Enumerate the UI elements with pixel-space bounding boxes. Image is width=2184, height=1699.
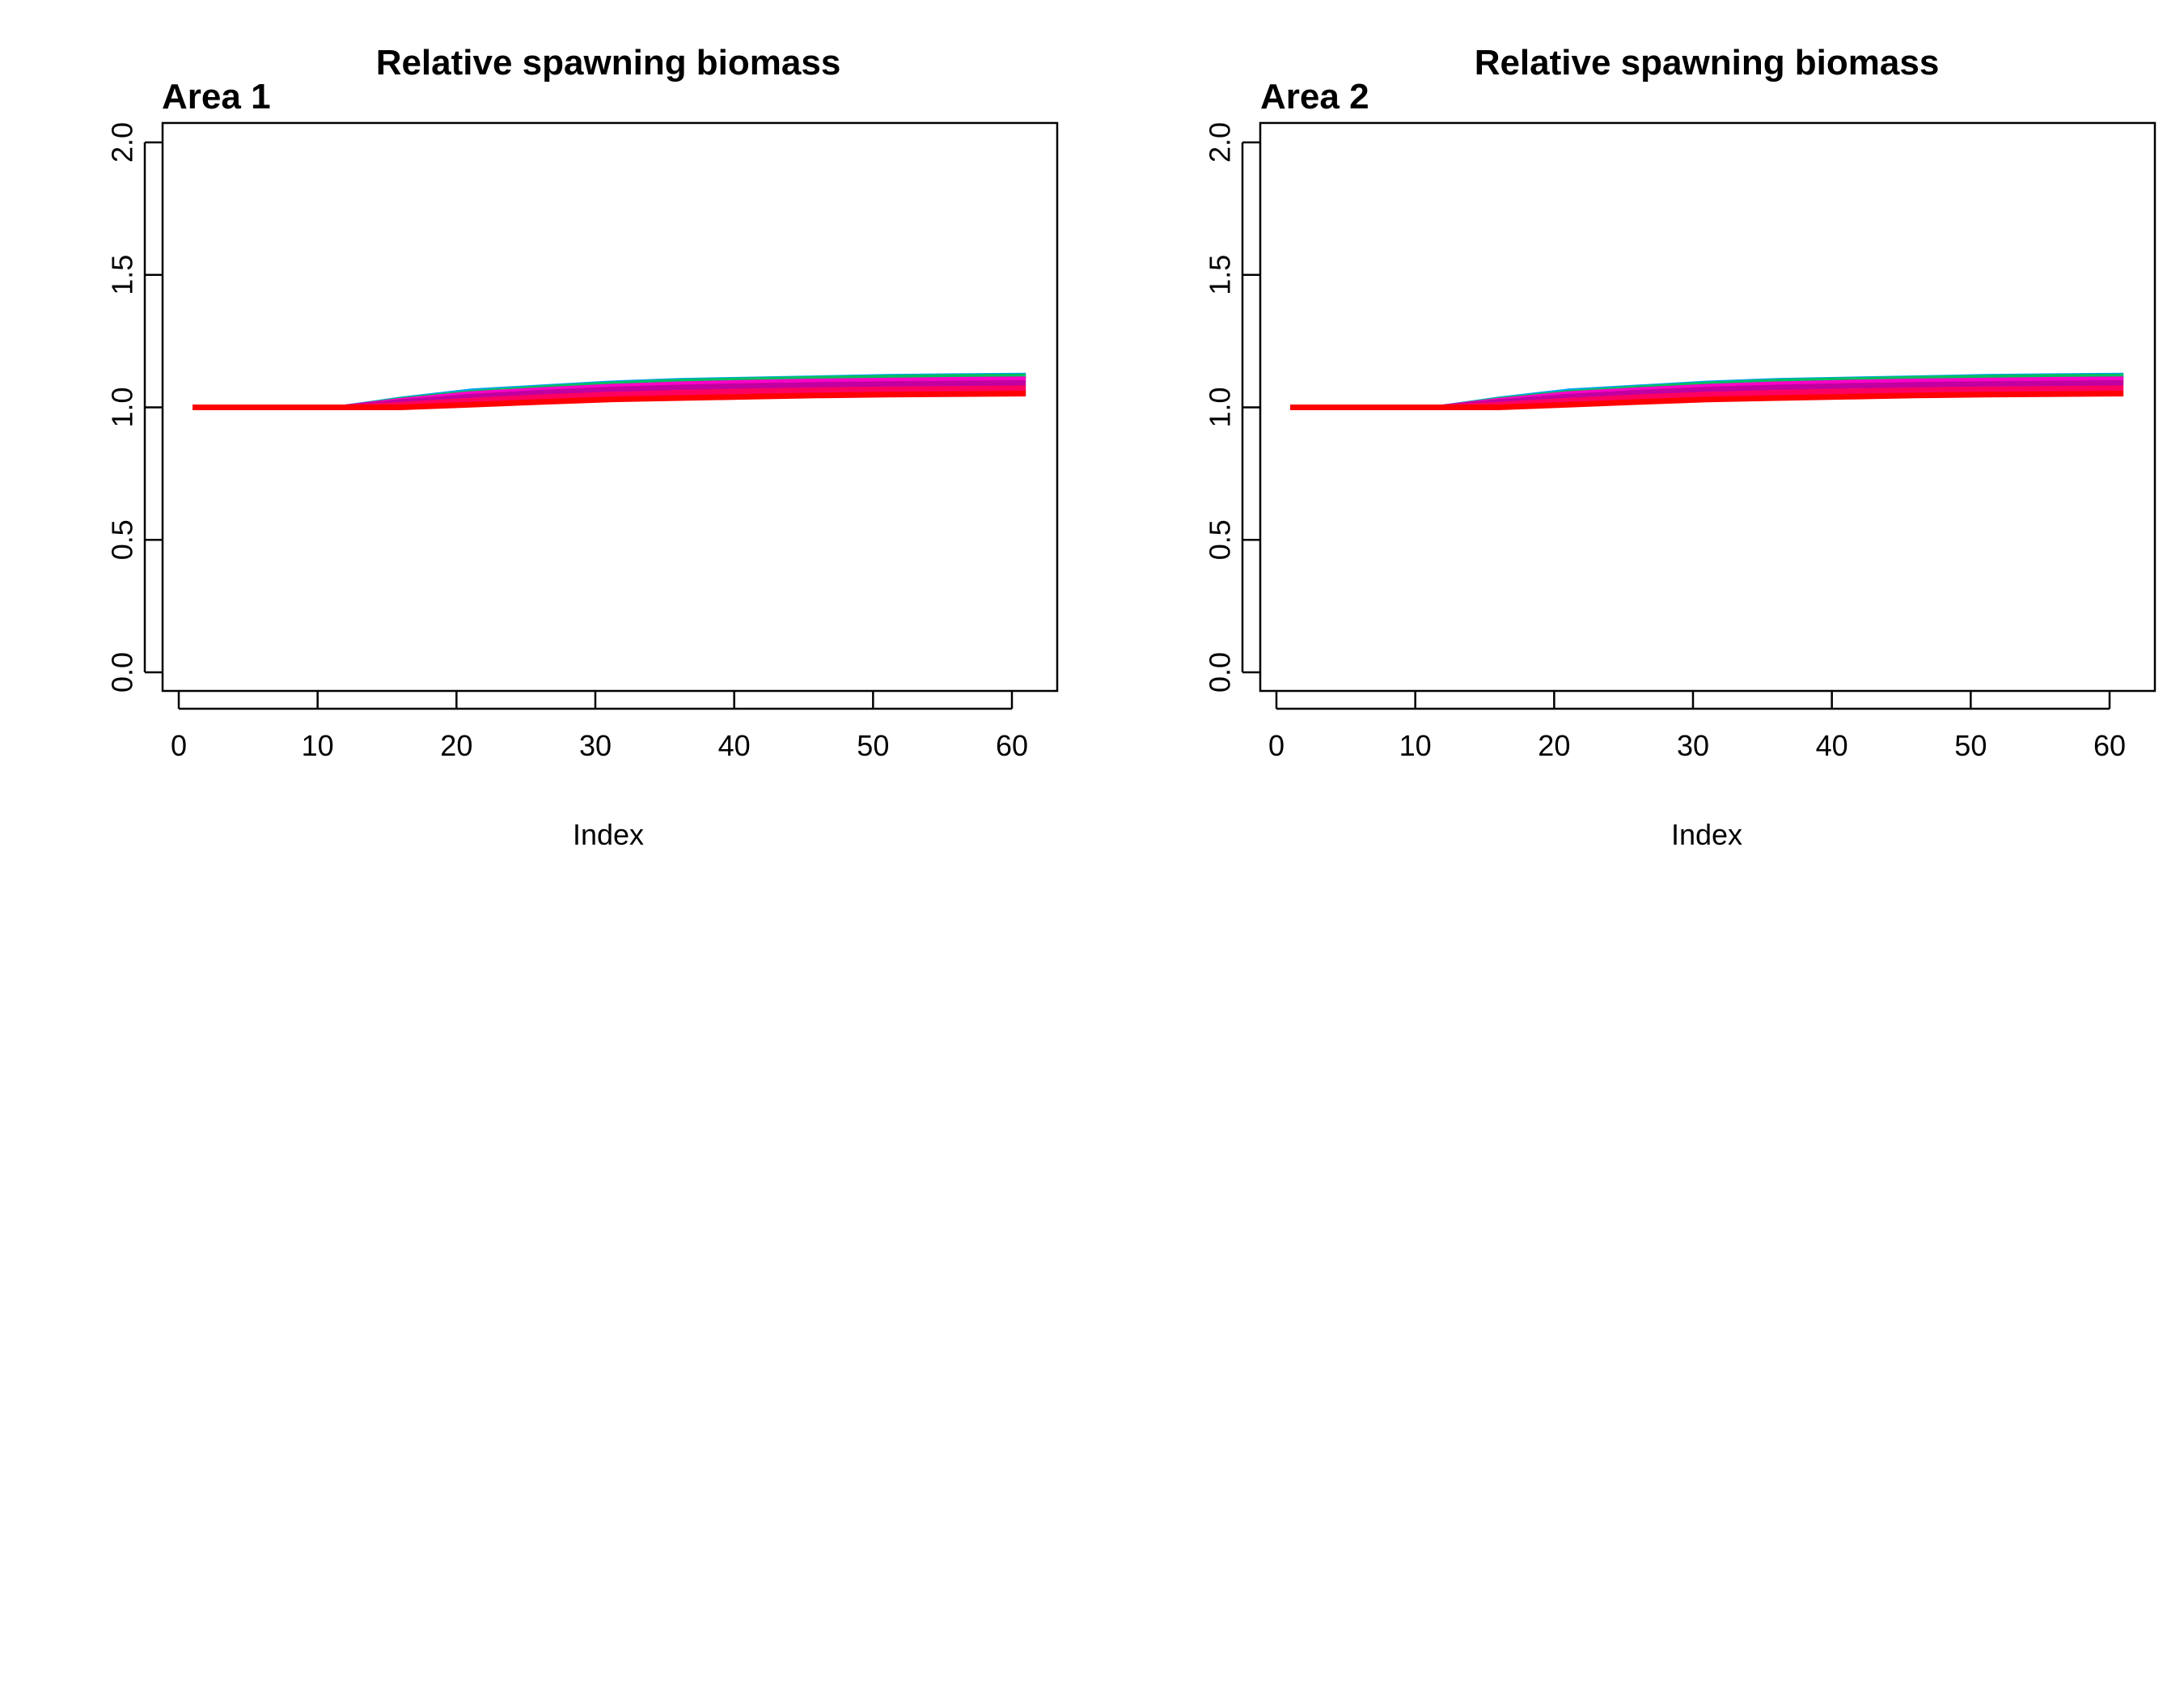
x-tick-label: 0 [1268,729,1285,762]
x-tick-label: 20 [1538,729,1570,762]
y-tick-label: 1.5 [106,255,139,295]
y-tick-label: 0.0 [1204,652,1237,693]
x-tick-label: 60 [996,729,1028,762]
chart-panel-area-1: Relative spawning biomass Area 1 Index 0… [106,43,1059,851]
panel-label: Area 2 [1260,77,1369,117]
plot-frame [161,121,1059,693]
x-tick-label: 50 [1954,729,1987,762]
y-tick-label: 0.0 [106,652,139,693]
panel-label: Area 1 [162,77,271,117]
x-axis-label: Index [573,818,644,851]
axis-ticks: 0.0 0.5 1.0 1.5 2.0 0 10 20 30 40 50 60 [1204,122,2127,762]
x-tick-label: 40 [1816,729,1848,762]
series-lines [1290,372,2124,410]
x-axis-label: Index [1671,818,1742,851]
series-lines [193,372,1026,410]
x-tick-label: 50 [857,729,889,762]
y-tick-label: 1.0 [1204,387,1237,427]
x-tick-label: 40 [718,729,751,762]
x-tick-label: 0 [171,729,187,762]
series-line-6 [193,391,1026,410]
y-tick-label: 0.5 [106,519,139,560]
y-tick-label: 0.5 [1204,519,1237,560]
y-tick-label: 2.0 [106,122,139,163]
x-tick-label: 20 [440,729,472,762]
chart-title: Relative spawning biomass [376,43,841,83]
axis-ticks: 0.0 0.5 1.0 1.5 2.0 0 10 20 30 40 50 60 [106,122,1029,762]
y-tick-label: 1.5 [1204,255,1237,295]
chart-panel-area-2: Relative spawning biomass Area 2 Index 0… [1204,43,2156,851]
x-tick-label: 10 [1399,729,1432,762]
chart-title: Relative spawning biomass [1475,43,1940,83]
series-line-6 [1290,391,2124,410]
x-tick-label: 30 [579,729,612,762]
plot-frame [1259,121,2156,693]
y-tick-label: 1.0 [106,387,139,427]
x-tick-label: 30 [1677,729,1709,762]
x-tick-label: 60 [2093,729,2126,762]
x-tick-label: 10 [302,729,334,762]
y-tick-label: 2.0 [1204,122,1237,163]
